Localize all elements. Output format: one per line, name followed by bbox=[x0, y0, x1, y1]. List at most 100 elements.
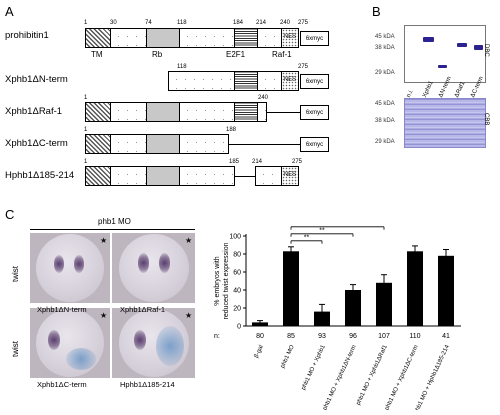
panel-c-label: C bbox=[5, 207, 15, 222]
n-value: 85 bbox=[287, 333, 295, 340]
embryo-label: Xphb1ΔN-term bbox=[37, 305, 87, 314]
myc-tag: 6xmyc bbox=[300, 137, 329, 152]
linker bbox=[234, 176, 256, 177]
e2f1-domain bbox=[234, 28, 258, 48]
myc-tag: 6xmyc bbox=[300, 105, 329, 120]
segment bbox=[179, 28, 235, 48]
band-xphb1 bbox=[423, 37, 434, 42]
tm-domain bbox=[85, 102, 111, 122]
western-blot bbox=[404, 25, 486, 83]
position-label: 1 bbox=[84, 127, 88, 133]
y-tick-label: 60 bbox=[233, 270, 241, 277]
rb-label: Rb bbox=[152, 50, 163, 59]
band-draf1 bbox=[457, 43, 467, 47]
construct-name: Xphb1ΔRaf-1 bbox=[5, 106, 63, 117]
category-label: phb1 MO + Xphb1ΔN-term bbox=[322, 344, 358, 410]
rb-domain bbox=[146, 102, 180, 122]
position-label: 275 bbox=[298, 20, 309, 26]
rb-domain bbox=[146, 28, 180, 48]
position-label: 240 bbox=[280, 20, 291, 26]
embryo-label: Xphb1ΔC-term bbox=[37, 380, 87, 389]
raf1-label: Raf-1 bbox=[272, 50, 292, 59]
segment bbox=[110, 28, 147, 48]
significance-label: ** bbox=[304, 234, 310, 241]
y-tick-label: 100 bbox=[229, 234, 241, 241]
twist-expression-bar-chart: 0 20 40 60 80 100% embryos with reduced twist … bbox=[214, 225, 461, 410]
n-value: 80 bbox=[256, 333, 264, 340]
marker-29-lower: 29 kDA bbox=[375, 139, 395, 145]
panel-b-label: B bbox=[372, 4, 381, 19]
row-label-twist: twist bbox=[11, 266, 20, 282]
position-label: 1 bbox=[84, 159, 88, 165]
panel-a-label: A bbox=[5, 4, 14, 19]
y-axis-label: % embryos with reduced twist expression bbox=[214, 242, 230, 319]
embryo-image-draf1: ★ bbox=[112, 233, 195, 303]
myc-tag: 6xmyc bbox=[300, 74, 329, 89]
row-label-twist: twist bbox=[11, 341, 20, 357]
position-label: 188 bbox=[226, 127, 237, 133]
category-label: β-gal bbox=[254, 344, 265, 359]
injected-side-marker: ★ bbox=[185, 236, 193, 245]
position-label: 118 bbox=[177, 20, 187, 26]
segment bbox=[168, 71, 235, 91]
position-label: 1 bbox=[84, 20, 88, 26]
position-label: 74 bbox=[145, 20, 152, 26]
n-value: 41 bbox=[442, 333, 450, 340]
construct-name: Xphb1ΔN-term bbox=[5, 74, 68, 85]
n-value: 93 bbox=[318, 333, 326, 340]
category-label: phb1 MO bbox=[280, 344, 296, 369]
linker bbox=[228, 144, 300, 145]
position-label: 185 bbox=[229, 159, 240, 165]
lane-label: ΔRaf1 bbox=[454, 80, 467, 99]
bar bbox=[283, 251, 299, 326]
nes-box: NES bbox=[281, 166, 299, 186]
category-label: phb1 MO + Xphb1ΔC-term bbox=[384, 344, 420, 410]
tm-domain bbox=[85, 134, 111, 154]
n-label: n: bbox=[214, 333, 220, 340]
blot-label: DBC bbox=[483, 44, 489, 57]
tm-domain bbox=[85, 28, 111, 48]
injected-side-marker: ★ bbox=[100, 236, 108, 245]
n-value: 110 bbox=[409, 333, 420, 340]
position-label: 275 bbox=[298, 64, 309, 70]
injected-side-marker: ★ bbox=[100, 311, 108, 320]
position-label: 214 bbox=[256, 20, 267, 26]
nes-box: NES bbox=[281, 71, 299, 91]
band-dc-term bbox=[474, 45, 483, 50]
bar bbox=[376, 282, 392, 326]
lane-label: Xphb1 bbox=[422, 80, 435, 99]
y-tick-label: 0 bbox=[237, 324, 241, 331]
position-label: 214 bbox=[252, 159, 263, 165]
marker-29: 29 kDA bbox=[375, 70, 395, 76]
marker-38-lower: 38 kDA bbox=[375, 118, 395, 124]
segment bbox=[110, 134, 147, 154]
significance-label: * bbox=[336, 225, 339, 227]
bar bbox=[345, 290, 361, 326]
raf1-domain bbox=[257, 28, 282, 48]
embryo-image-dn-term: ★ bbox=[30, 233, 110, 303]
linker bbox=[266, 112, 300, 113]
raf1-domain bbox=[255, 166, 282, 186]
n-value: 107 bbox=[378, 333, 390, 340]
construct-name: Xphb1ΔC-term bbox=[5, 138, 68, 149]
marker-45-lower: 45 kDA bbox=[375, 101, 395, 107]
category-label: phb1 MO + Xphb1 bbox=[301, 344, 327, 391]
bar bbox=[438, 255, 454, 326]
segment bbox=[110, 102, 147, 122]
raf1-domain bbox=[257, 71, 282, 91]
embryo-image-d185-214: ★ bbox=[112, 308, 195, 378]
significance-label: ** bbox=[319, 227, 325, 234]
e2f1-domain bbox=[234, 102, 258, 122]
segment bbox=[179, 166, 235, 186]
coomassie-gel bbox=[404, 98, 486, 148]
position-label: 30 bbox=[110, 20, 117, 26]
segment bbox=[179, 102, 235, 122]
stain-label: CBB bbox=[483, 113, 489, 126]
e2f1-label: E2F1 bbox=[226, 50, 246, 59]
nes-box: NES bbox=[281, 28, 299, 48]
rb-domain bbox=[146, 134, 180, 154]
y-tick-label: 80 bbox=[233, 252, 241, 259]
position-label: 240 bbox=[258, 95, 269, 101]
position-label: 184 bbox=[233, 20, 244, 26]
mo-label: phb1 MO bbox=[98, 217, 131, 226]
